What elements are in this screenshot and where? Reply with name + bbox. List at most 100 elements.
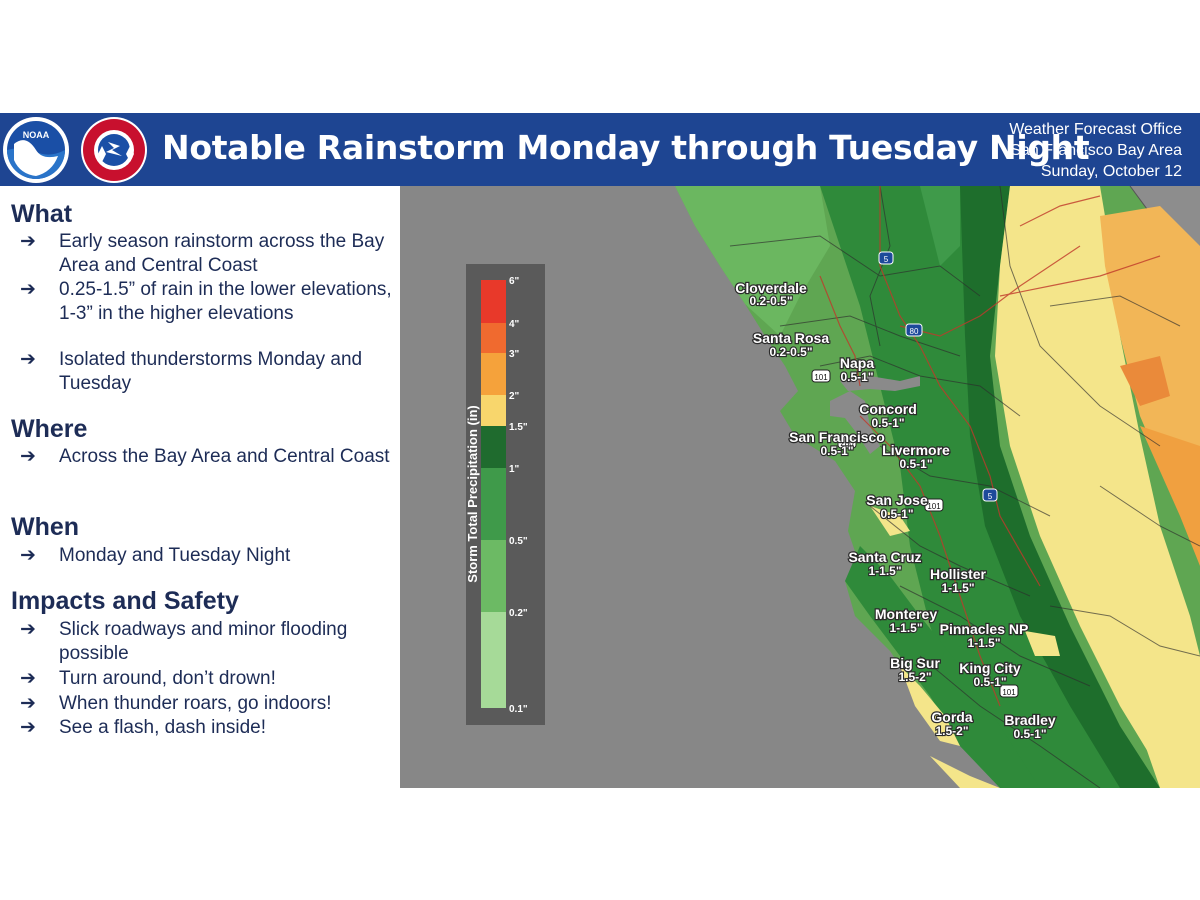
city-label-king-city: King City 0.5-1" (958, 659, 1022, 690)
arrow-icon: ➔ (20, 693, 36, 714)
office-info: Weather Forecast Office San Francisco Ba… (1009, 119, 1182, 182)
city-label-santa-cruz: Santa Cruz 1-1.5" (847, 548, 923, 579)
highway-shield: 101 (924, 498, 944, 512)
svg-text:Livermore: Livermore (882, 442, 950, 458)
highway-shield: 5 (982, 488, 998, 502)
svg-text:0.5-1": 0.5-1" (840, 370, 873, 384)
bullet-text: Turn around, don’t drown! (59, 668, 276, 689)
county-lines (729, 186, 1200, 788)
legend-tick-label: 4" (509, 319, 520, 330)
svg-text:101: 101 (814, 373, 828, 382)
svg-text:Big Sur: Big Sur (890, 655, 940, 671)
nws-logo-icon (81, 117, 147, 183)
noaa-logo-text: NOAA (23, 130, 50, 140)
bullet-text: 0.25-1.5” of rain in the lower elevation… (59, 279, 392, 324)
svg-text:101: 101 (1002, 688, 1016, 697)
svg-text:280: 280 (840, 439, 854, 448)
page-title: Notable Rainstorm Monday through Tuesday… (162, 128, 1090, 167)
svg-text:0.5-1": 0.5-1" (1013, 727, 1046, 741)
legend-tick-label: 1" (509, 464, 520, 475)
section-title-impacts: Impacts and Safety (11, 587, 239, 615)
bullet-text: Isolated thunderstorms Monday and Tuesda… (59, 349, 363, 394)
bullet-text: See a flash, dash inside! (59, 717, 267, 738)
legend-scale: 6" 4" 3" 2" 1.5" 1" 0.5" 0.2" 0.1" (481, 276, 528, 715)
svg-text:King City: King City (959, 660, 1021, 676)
issue-date: Sunday, October 12 (1040, 163, 1182, 180)
map-canvas: 5 80 101 280 5 101 101 Cloverdale (675, 186, 1200, 788)
legend-swatch-1 (481, 468, 506, 540)
precip-zone-coast (845, 546, 1040, 788)
arrow-icon: ➔ (20, 231, 36, 252)
svg-text:San Francisco: San Francisco (789, 429, 885, 445)
city-label-santa-rosa: Santa Rosa 0.2-0.5" (752, 329, 831, 360)
highway-lines (819, 186, 1161, 707)
bullet-text: Monday and Tuesday Night (59, 545, 291, 566)
city-label-cloverdale: Cloverdale 0.2-0.5" (734, 279, 808, 309)
city-label-livermore: Livermore 0.5-1" (881, 441, 951, 472)
bullet-text: Slick roadways and minor flooding possib… (59, 619, 348, 664)
arrow-icon: ➔ (20, 279, 36, 300)
precip-zone-foothill (960, 186, 1160, 788)
legend-swatch-2 (481, 395, 506, 426)
precip-zone-2to3 (995, 186, 1200, 788)
legend-tick-label: 0.2" (509, 608, 528, 619)
svg-text:Napa: Napa (840, 355, 874, 371)
svg-text:0.5-1": 0.5-1" (871, 416, 904, 430)
legend-title: Storm Total Precipitation (in) (465, 405, 480, 582)
city-label-concord: Concord 0.5-1" (858, 400, 918, 431)
svg-text:1.5-2": 1.5-2" (898, 670, 931, 684)
arrow-icon: ➔ (20, 619, 36, 640)
city-label-san-jose: San Jose 0.5-1" (865, 491, 929, 522)
legend-tick-label: 0.5" (509, 536, 528, 547)
city-label-bradley: Bradley 0.5-1" (1003, 711, 1057, 742)
svg-text:Concord: Concord (859, 401, 917, 417)
svg-text:80: 80 (910, 327, 919, 336)
svg-text:San Jose: San Jose (866, 492, 928, 508)
header-banner: NOAA Notable Rainstorm Monday through Tu… (0, 113, 1200, 186)
office-name: Weather Forecast Office (1009, 121, 1182, 138)
svg-text:1-1.5": 1-1.5" (941, 581, 974, 595)
city-label-napa: Napa 0.5-1" (839, 354, 876, 385)
svg-text:5: 5 (988, 492, 993, 501)
bullet-text: Across the Bay Area and Central Coast (59, 446, 390, 467)
legend-tick-label: 1.5" (509, 422, 528, 433)
highway-shield: 80 (905, 323, 923, 337)
svg-text:Gorda: Gorda (931, 709, 972, 725)
svg-text:101: 101 (927, 502, 941, 511)
city-label-hollister: Hollister 1-1.5" (929, 565, 988, 596)
bullet-text: When thunder roars, go indoors! (59, 693, 332, 714)
legend-swatch-4 (481, 323, 506, 353)
svg-text:Santa Rosa: Santa Rosa (753, 330, 829, 346)
section-title-where: Where (11, 415, 88, 443)
city-label-gorda: Gorda 1.5-2" (930, 708, 974, 739)
svg-text:1-1.5": 1-1.5" (889, 621, 922, 635)
precipitation-legend: 6" 4" 3" 2" 1.5" 1" 0.5" 0.2" 0.1" (466, 264, 545, 725)
section-title-when: When (11, 513, 80, 541)
svg-text:0.2-0.5": 0.2-0.5" (769, 345, 812, 359)
legend-swatch-6 (481, 280, 506, 323)
legend-tick-label: 2" (509, 391, 520, 402)
arrow-icon: ➔ (20, 668, 36, 689)
highway-shield: 280 (837, 435, 857, 449)
arrow-icon: ➔ (20, 349, 36, 370)
legend-tick-label: 3" (509, 349, 520, 360)
svg-text:Cloverdale: Cloverdale (735, 280, 807, 296)
info-panel: What ➔ Early season rainstorm across the… (0, 186, 400, 788)
svg-text:1.5-2": 1.5-2" (935, 724, 968, 738)
sf-bay (830, 391, 880, 454)
svg-text:0.5-1": 0.5-1" (820, 444, 853, 458)
city-label-san-francisco: San Francisco 0.5-1" (788, 428, 886, 459)
city-label-big-sur: Big Sur 1.5-2" (889, 654, 942, 685)
svg-text:0.5-1": 0.5-1" (899, 457, 932, 471)
arrow-icon: ➔ (20, 545, 36, 566)
svg-text:Pinnacles NP: Pinnacles NP (940, 621, 1029, 637)
office-area: San Francisco Bay Area (1010, 142, 1182, 159)
legend-tick-label: 6" (509, 276, 520, 287)
noaa-logo-icon: NOAA (3, 117, 69, 183)
legend-tick-label: 0.1" (509, 704, 528, 715)
highway-shield: 101 (999, 684, 1019, 698)
legend-swatch-3 (481, 353, 506, 395)
svg-text:1-1.5": 1-1.5" (868, 564, 901, 578)
svg-text:Storm Total Precipitation (in): Storm Total Precipitation (in) (465, 405, 480, 582)
legend-swatch-0-5 (481, 540, 506, 612)
